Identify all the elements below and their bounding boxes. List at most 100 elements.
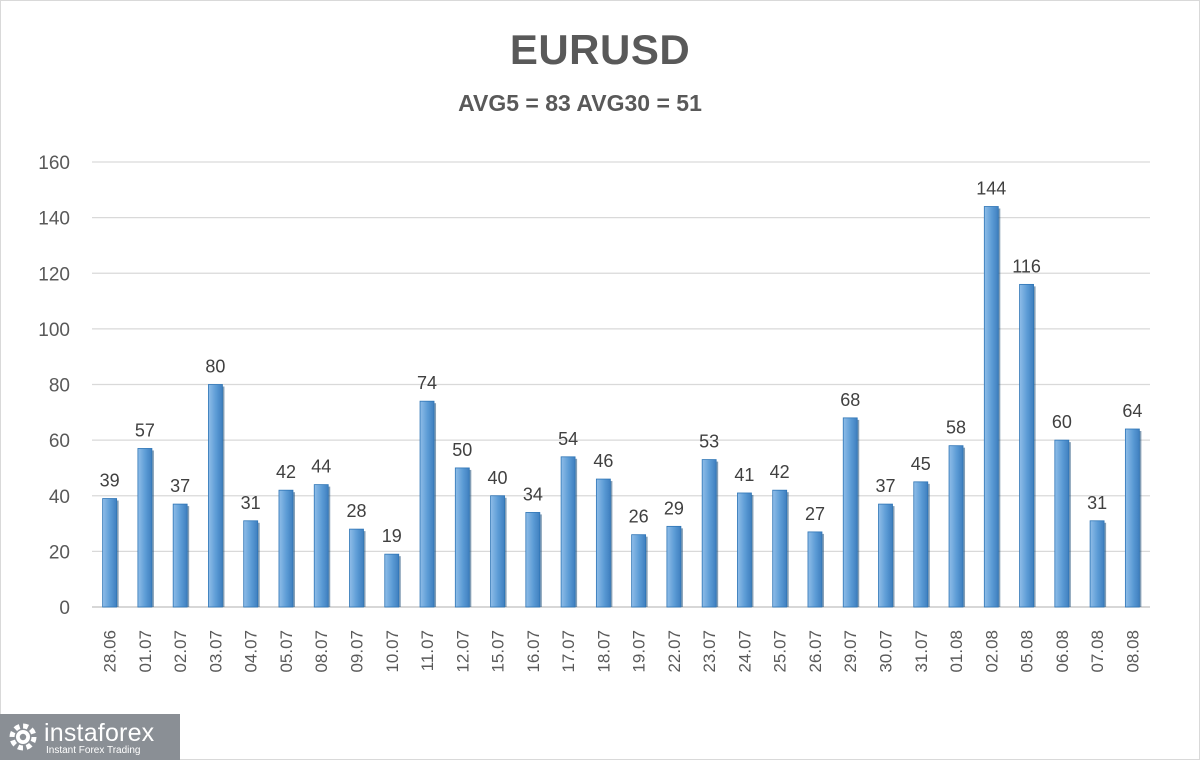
data-label: 28 [346, 501, 366, 521]
bar [454, 467, 472, 608]
data-label: 74 [417, 373, 437, 393]
bar [842, 417, 860, 608]
y-tick-label: 140 [38, 209, 70, 230]
data-labels: 39 57 37 80 31 42 44 28 19 74 50 40 34 54 46 26 29 53 41 42… [100, 179, 1143, 547]
y-tick-label: 100 [38, 320, 70, 341]
data-label: 144 [976, 179, 1006, 199]
data-label: 26 [629, 507, 649, 527]
chart-subtitle: AVG5 = 83 AVG30 = 51 [458, 90, 702, 116]
bar [172, 503, 190, 608]
bar [102, 498, 119, 608]
data-label: 41 [734, 465, 754, 485]
bar [208, 384, 225, 608]
x-tick-label: 06.08 [1053, 630, 1072, 673]
bar [878, 503, 895, 608]
y-tick-label: 160 [38, 153, 70, 174]
x-tick-label: 05.08 [1018, 630, 1037, 673]
x-tick-label: 26.07 [806, 630, 825, 673]
bar [490, 495, 507, 608]
bar [1089, 520, 1107, 608]
data-label: 37 [875, 476, 895, 496]
data-label: 31 [241, 493, 261, 513]
x-tick-label: 17.07 [559, 630, 578, 673]
x-tick-label: 24.07 [735, 630, 754, 673]
data-label: 42 [770, 462, 790, 482]
chart-title: EURUSD [509, 26, 691, 73]
bar [631, 534, 648, 608]
data-label: 44 [311, 457, 331, 477]
x-tick-label: 16.07 [524, 630, 543, 673]
bar [137, 448, 154, 608]
bar [913, 481, 930, 608]
bar [525, 512, 542, 608]
instaforex-logo: instaforex Instant Forex Trading [0, 714, 180, 760]
y-tick-label: 40 [49, 487, 70, 508]
x-tick-label: 02.08 [982, 630, 1001, 673]
y-tick-label: 60 [49, 431, 70, 452]
x-tick-label: 12.07 [453, 630, 472, 673]
data-label: 34 [523, 484, 543, 504]
bar [772, 489, 789, 608]
x-tick-label: 01.07 [136, 630, 155, 673]
bar [1019, 283, 1036, 608]
x-tick-label: 25.07 [771, 630, 790, 673]
bar [701, 459, 719, 608]
y-tick-label: 20 [49, 542, 70, 563]
data-label: 29 [664, 498, 684, 518]
data-label: 46 [593, 451, 613, 471]
data-label: 68 [840, 390, 860, 410]
bar [560, 456, 578, 608]
bar [243, 520, 260, 608]
data-label: 45 [911, 454, 931, 474]
bar [313, 484, 331, 608]
data-label: 27 [805, 504, 825, 524]
logo-name: instaforex [44, 719, 155, 747]
x-tick-label: 23.07 [700, 630, 719, 673]
x-tick-label: 15.07 [489, 630, 508, 673]
x-tick-label: 04.07 [242, 630, 261, 673]
data-label: 39 [100, 471, 120, 491]
x-tick-label: 22.07 [665, 630, 684, 673]
x-tick-label: 18.07 [594, 630, 613, 673]
data-label: 58 [946, 418, 966, 438]
bar [666, 525, 683, 608]
data-label: 57 [135, 420, 155, 440]
logo-tagline: Instant Forex Trading [46, 745, 141, 756]
data-label: 80 [205, 357, 225, 377]
x-axis-ticks: 28.06 01.07 02.07 03.07 04.07 05.07 08.07 09.07… [101, 630, 1143, 673]
data-label: 60 [1052, 412, 1072, 432]
x-tick-label: 29.07 [841, 630, 860, 673]
x-tick-label: 19.07 [630, 630, 649, 673]
y-tick-label: 0 [59, 598, 70, 619]
bar [278, 489, 295, 608]
x-tick-label: 28.06 [101, 630, 120, 673]
bars [102, 206, 1142, 608]
data-label: 37 [170, 476, 190, 496]
bar [737, 492, 754, 608]
x-tick-label: 07.08 [1088, 630, 1107, 673]
bar [349, 528, 366, 608]
data-label: 50 [452, 440, 472, 460]
data-label: 40 [488, 468, 508, 488]
bar [1054, 439, 1071, 608]
x-tick-label: 11.07 [418, 630, 437, 671]
data-label: 53 [699, 432, 719, 452]
x-tick-label: 10.07 [383, 630, 402, 673]
data-label: 42 [276, 462, 296, 482]
y-tick-label: 120 [38, 264, 70, 285]
x-tick-label: 01.08 [947, 630, 966, 673]
bar [948, 445, 966, 608]
gridlines [92, 161, 1150, 608]
x-tick-label: 05.07 [277, 630, 296, 673]
x-tick-label: 03.07 [206, 630, 225, 673]
bar [595, 478, 613, 608]
bar [983, 206, 1001, 608]
bar [807, 531, 824, 608]
data-label: 64 [1122, 401, 1142, 421]
y-tick-label: 80 [49, 376, 70, 397]
y-axis-ticks: 0 20 40 60 80 100 120 140 160 [38, 153, 70, 619]
gear-icon [9, 723, 37, 751]
bar [384, 553, 401, 608]
x-tick-label: 08.08 [1123, 630, 1142, 673]
